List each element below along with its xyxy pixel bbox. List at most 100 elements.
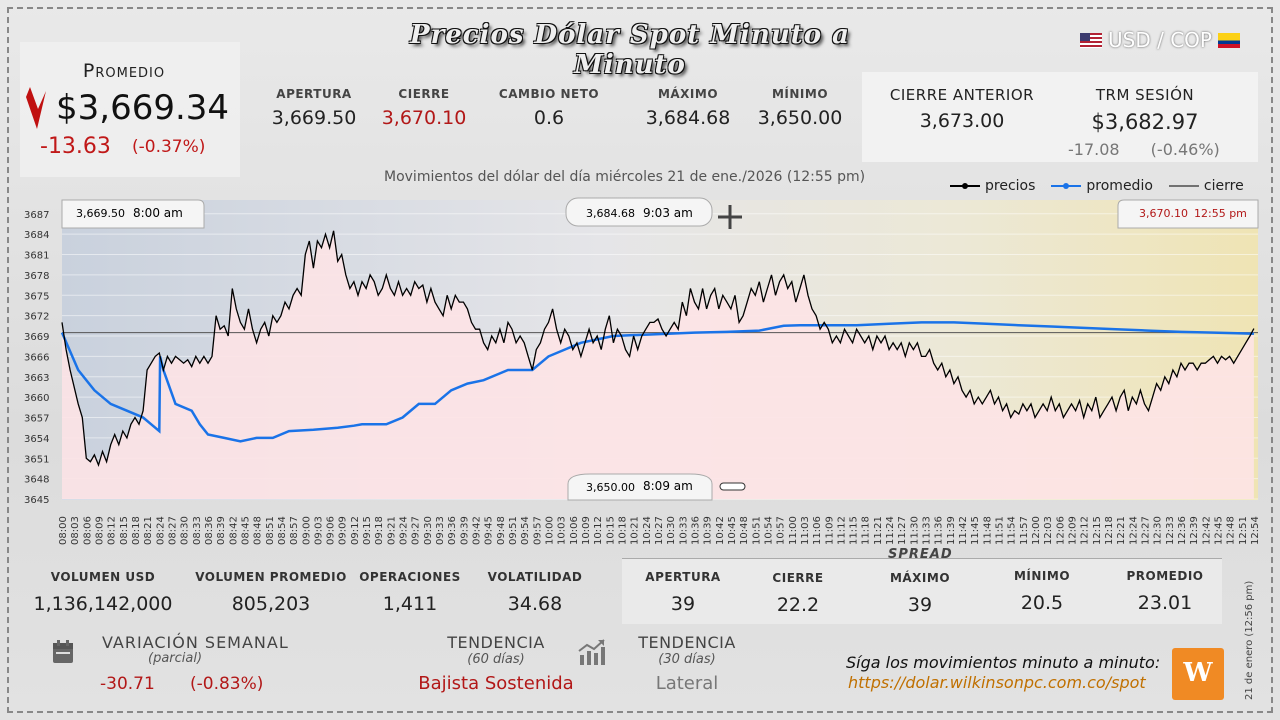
legend-item-cierre[interactable]: cierre [1168, 178, 1244, 194]
x-tick-label: 10:00 [545, 516, 556, 545]
stat-apertura: APERTURA 3,669.50 [262, 87, 366, 129]
legend-label: precios [985, 178, 1036, 194]
x-tick-label: 12:09 [1068, 516, 1079, 545]
weekly-variation-value: -30.71 [100, 674, 155, 694]
y-tick-label: 3654 [24, 434, 49, 445]
volume-label: VOLATILIDAD [487, 570, 583, 584]
spread-cierre: CIERRE 22.2 [750, 571, 846, 616]
x-tick-label: 12:51 [1238, 516, 1249, 545]
wilkinson-logo[interactable]: W [1172, 648, 1224, 700]
follow-label: Síga los movimientos minuto a minuto: [846, 653, 1161, 672]
x-tick-label: 09:48 [496, 516, 507, 545]
x-tick-label: 08:30 [180, 516, 191, 545]
calendar-icon [53, 640, 73, 663]
stat-label: MÁXIMO [657, 87, 719, 101]
x-tick-label: 12:21 [1116, 516, 1127, 545]
volume-value: 805,203 [231, 593, 311, 615]
x-tick-label: 11:06 [812, 516, 823, 545]
spread-value: 22.2 [776, 594, 820, 616]
x-tick-label: 08:18 [131, 516, 142, 545]
promedio-change-pct: (-0.37%) [132, 137, 206, 157]
legend-item-promedio[interactable]: promedio [1051, 178, 1153, 194]
callout-open-box [61, 199, 205, 229]
spread-value: 23.01 [1137, 592, 1193, 614]
y-tick-label: 3648 [24, 475, 49, 486]
trend-value: Bajista Sostenida [418, 673, 574, 694]
callout-min-box [567, 473, 713, 501]
x-tick-label: 11:57 [1019, 516, 1030, 545]
promedio-value: $3,669.34 [56, 88, 230, 128]
x-tick-label: 10:48 [739, 516, 750, 545]
trend-sub: (60 días) [467, 652, 525, 667]
stat-cambio-neto: CAMBIO NETO 0.6 [490, 87, 608, 129]
previous-close-panel [862, 72, 1258, 162]
weekly-variation-pct: (-0.83%) [190, 674, 264, 694]
promedio-change: -13.63 [40, 134, 111, 159]
x-tick-label: 10:09 [581, 516, 592, 545]
y-tick-label: 3669 [24, 332, 49, 343]
callout-max-box [565, 197, 713, 227]
x-tick-label: 08:36 [204, 516, 215, 545]
volume-value: 1,411 [382, 593, 438, 615]
y-tick-label: 3675 [24, 291, 49, 302]
trm-change-pct: (-0.46%) [1150, 140, 1220, 159]
legend-label: promedio [1086, 178, 1153, 194]
y-tick-label: 3672 [24, 312, 49, 323]
x-tick-label: 08:03 [70, 516, 81, 545]
volume-label: VOLUMEN PROMEDIO [195, 570, 347, 584]
spread-label: PROMEDIO [1126, 569, 1204, 583]
x-tick-label: 08:48 [253, 516, 264, 545]
volatility: VOLATILIDAD 34.68 [480, 570, 590, 615]
legend-label: cierre [1203, 178, 1244, 194]
stat-trm: TRM SESIÓN $3,682.97 [1070, 86, 1220, 134]
spread-value: 39 [907, 594, 933, 616]
callout-max: 3,684.68 9:03 am [565, 197, 713, 227]
x-tick-label: 11:51 [995, 516, 1006, 545]
x-tick-label: 09:00 [301, 516, 312, 545]
cierre-anterior-label: CIERRE ANTERIOR [889, 86, 1035, 104]
stat-label: CAMBIO NETO [498, 87, 600, 101]
price-chart[interactable]: 3687 3684 3681 3678 3675 3672 3669 3666 3663 3660… [0, 0, 1280, 560]
stat-maximo: MÁXIMO 3,684.68 [636, 87, 740, 129]
crosshair-icon[interactable] [718, 205, 742, 229]
series-promedio-line[interactable] [60, 321, 1254, 443]
x-tick-label: 09:06 [326, 516, 337, 545]
scroll-handle[interactable] [719, 482, 746, 491]
x-tick-label: 08:00 [58, 516, 69, 545]
x-tick-label: 11:12 [836, 516, 847, 545]
y-axis: 3687 3684 3681 3678 3675 3672 3669 3666 3663 3660… [24, 210, 49, 506]
x-tick-label: 11:54 [1007, 516, 1018, 545]
x-tick-label: 09:12 [350, 516, 361, 545]
x-tick-label: 12:12 [1080, 516, 1091, 545]
x-tick-label: 09:21 [386, 516, 397, 545]
x-tick-label: 12:30 [1153, 516, 1164, 545]
promedio-label: Promedio [82, 60, 166, 82]
x-tick-label: 12:18 [1104, 516, 1115, 545]
y-tick-label: 3681 [24, 251, 49, 262]
down-arrow-icon [26, 87, 46, 129]
legend-item-precios[interactable]: precios [950, 178, 1035, 194]
y-tick-label: 3684 [24, 230, 49, 241]
x-tick-label: 09:24 [399, 516, 410, 545]
y-tick-label: 3657 [24, 414, 49, 425]
spread-label: CIERRE [772, 571, 824, 585]
x-tick-label: 11:45 [970, 516, 981, 545]
x-tick-label: 09:15 [362, 516, 373, 545]
y-tick-label: 3687 [24, 210, 49, 221]
x-tick-label: 11:42 [958, 516, 969, 545]
spread-label: MÍNIMO [1013, 569, 1071, 583]
weekly-variation-label: VARIACIÓN SEMANAL [102, 633, 289, 652]
x-tick-label: 11:24 [885, 516, 896, 545]
series-precios-line[interactable] [61, 230, 1255, 467]
x-tick-label: 08:09 [94, 516, 105, 545]
x-tick-label: 11:39 [946, 516, 957, 545]
x-tick-label: 12:24 [1128, 516, 1139, 545]
x-tick-label: 08:24 [155, 516, 166, 545]
weekly-variation-sub: (parcial) [148, 651, 203, 666]
x-tick-label: 10:27 [654, 516, 665, 545]
x-tick-label: 12:54 [1250, 516, 1261, 545]
follow-url-link[interactable]: https://dolar.wilkinsonpc.com.co/spot [848, 673, 1146, 692]
x-tick-label: 10:33 [678, 516, 689, 545]
x-tick-label: 11:15 [849, 516, 860, 545]
volume-usd: VOLUMEN USD 1,136,142,000 [28, 570, 178, 615]
